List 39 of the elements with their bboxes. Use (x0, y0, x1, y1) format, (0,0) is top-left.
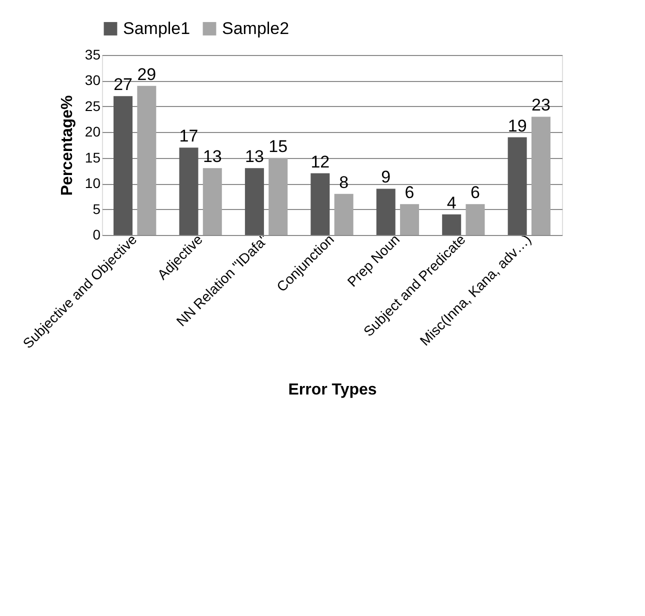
bar (310, 173, 330, 235)
data-label: 27 (114, 75, 132, 94)
y-tick-label: 10 (84, 175, 101, 192)
y-axis-title: Percentage% (58, 95, 76, 196)
bar (376, 188, 396, 235)
legend-label: Sample1 (123, 18, 190, 38)
data-label: 17 (179, 126, 198, 146)
bar (137, 86, 156, 235)
bar (400, 204, 420, 235)
data-label: 6 (470, 183, 480, 202)
bar (466, 204, 485, 235)
y-tick-label: 5 (92, 200, 101, 217)
data-label: 15 (268, 136, 288, 156)
y-tick-label: 15 (84, 149, 101, 166)
data-label: 29 (137, 64, 156, 84)
bar (114, 96, 133, 235)
bar (202, 168, 222, 235)
bar (508, 137, 527, 235)
y-tick-label: 25 (84, 98, 101, 114)
data-label: 8 (339, 172, 349, 192)
y-tick-label: 30 (84, 72, 101, 88)
bar (442, 214, 462, 235)
bar (244, 168, 264, 235)
data-label: 23 (532, 96, 550, 115)
data-label: 9 (381, 168, 391, 187)
data-label: 4 (446, 193, 456, 212)
data-label: 19 (508, 116, 527, 136)
x-axis-title: Error Types (288, 381, 377, 398)
data-label: 13 (244, 147, 264, 166)
bar (268, 158, 288, 235)
bar (179, 148, 198, 235)
bar (531, 116, 550, 235)
data-label: 13 (202, 147, 222, 166)
y-tick-label: 20 (84, 124, 101, 140)
legend-label: Sample2 (222, 18, 290, 38)
data-label: 12 (310, 152, 330, 172)
bar (334, 194, 354, 235)
data-label: 6 (404, 183, 414, 202)
y-tick-label: 35 (84, 46, 101, 62)
